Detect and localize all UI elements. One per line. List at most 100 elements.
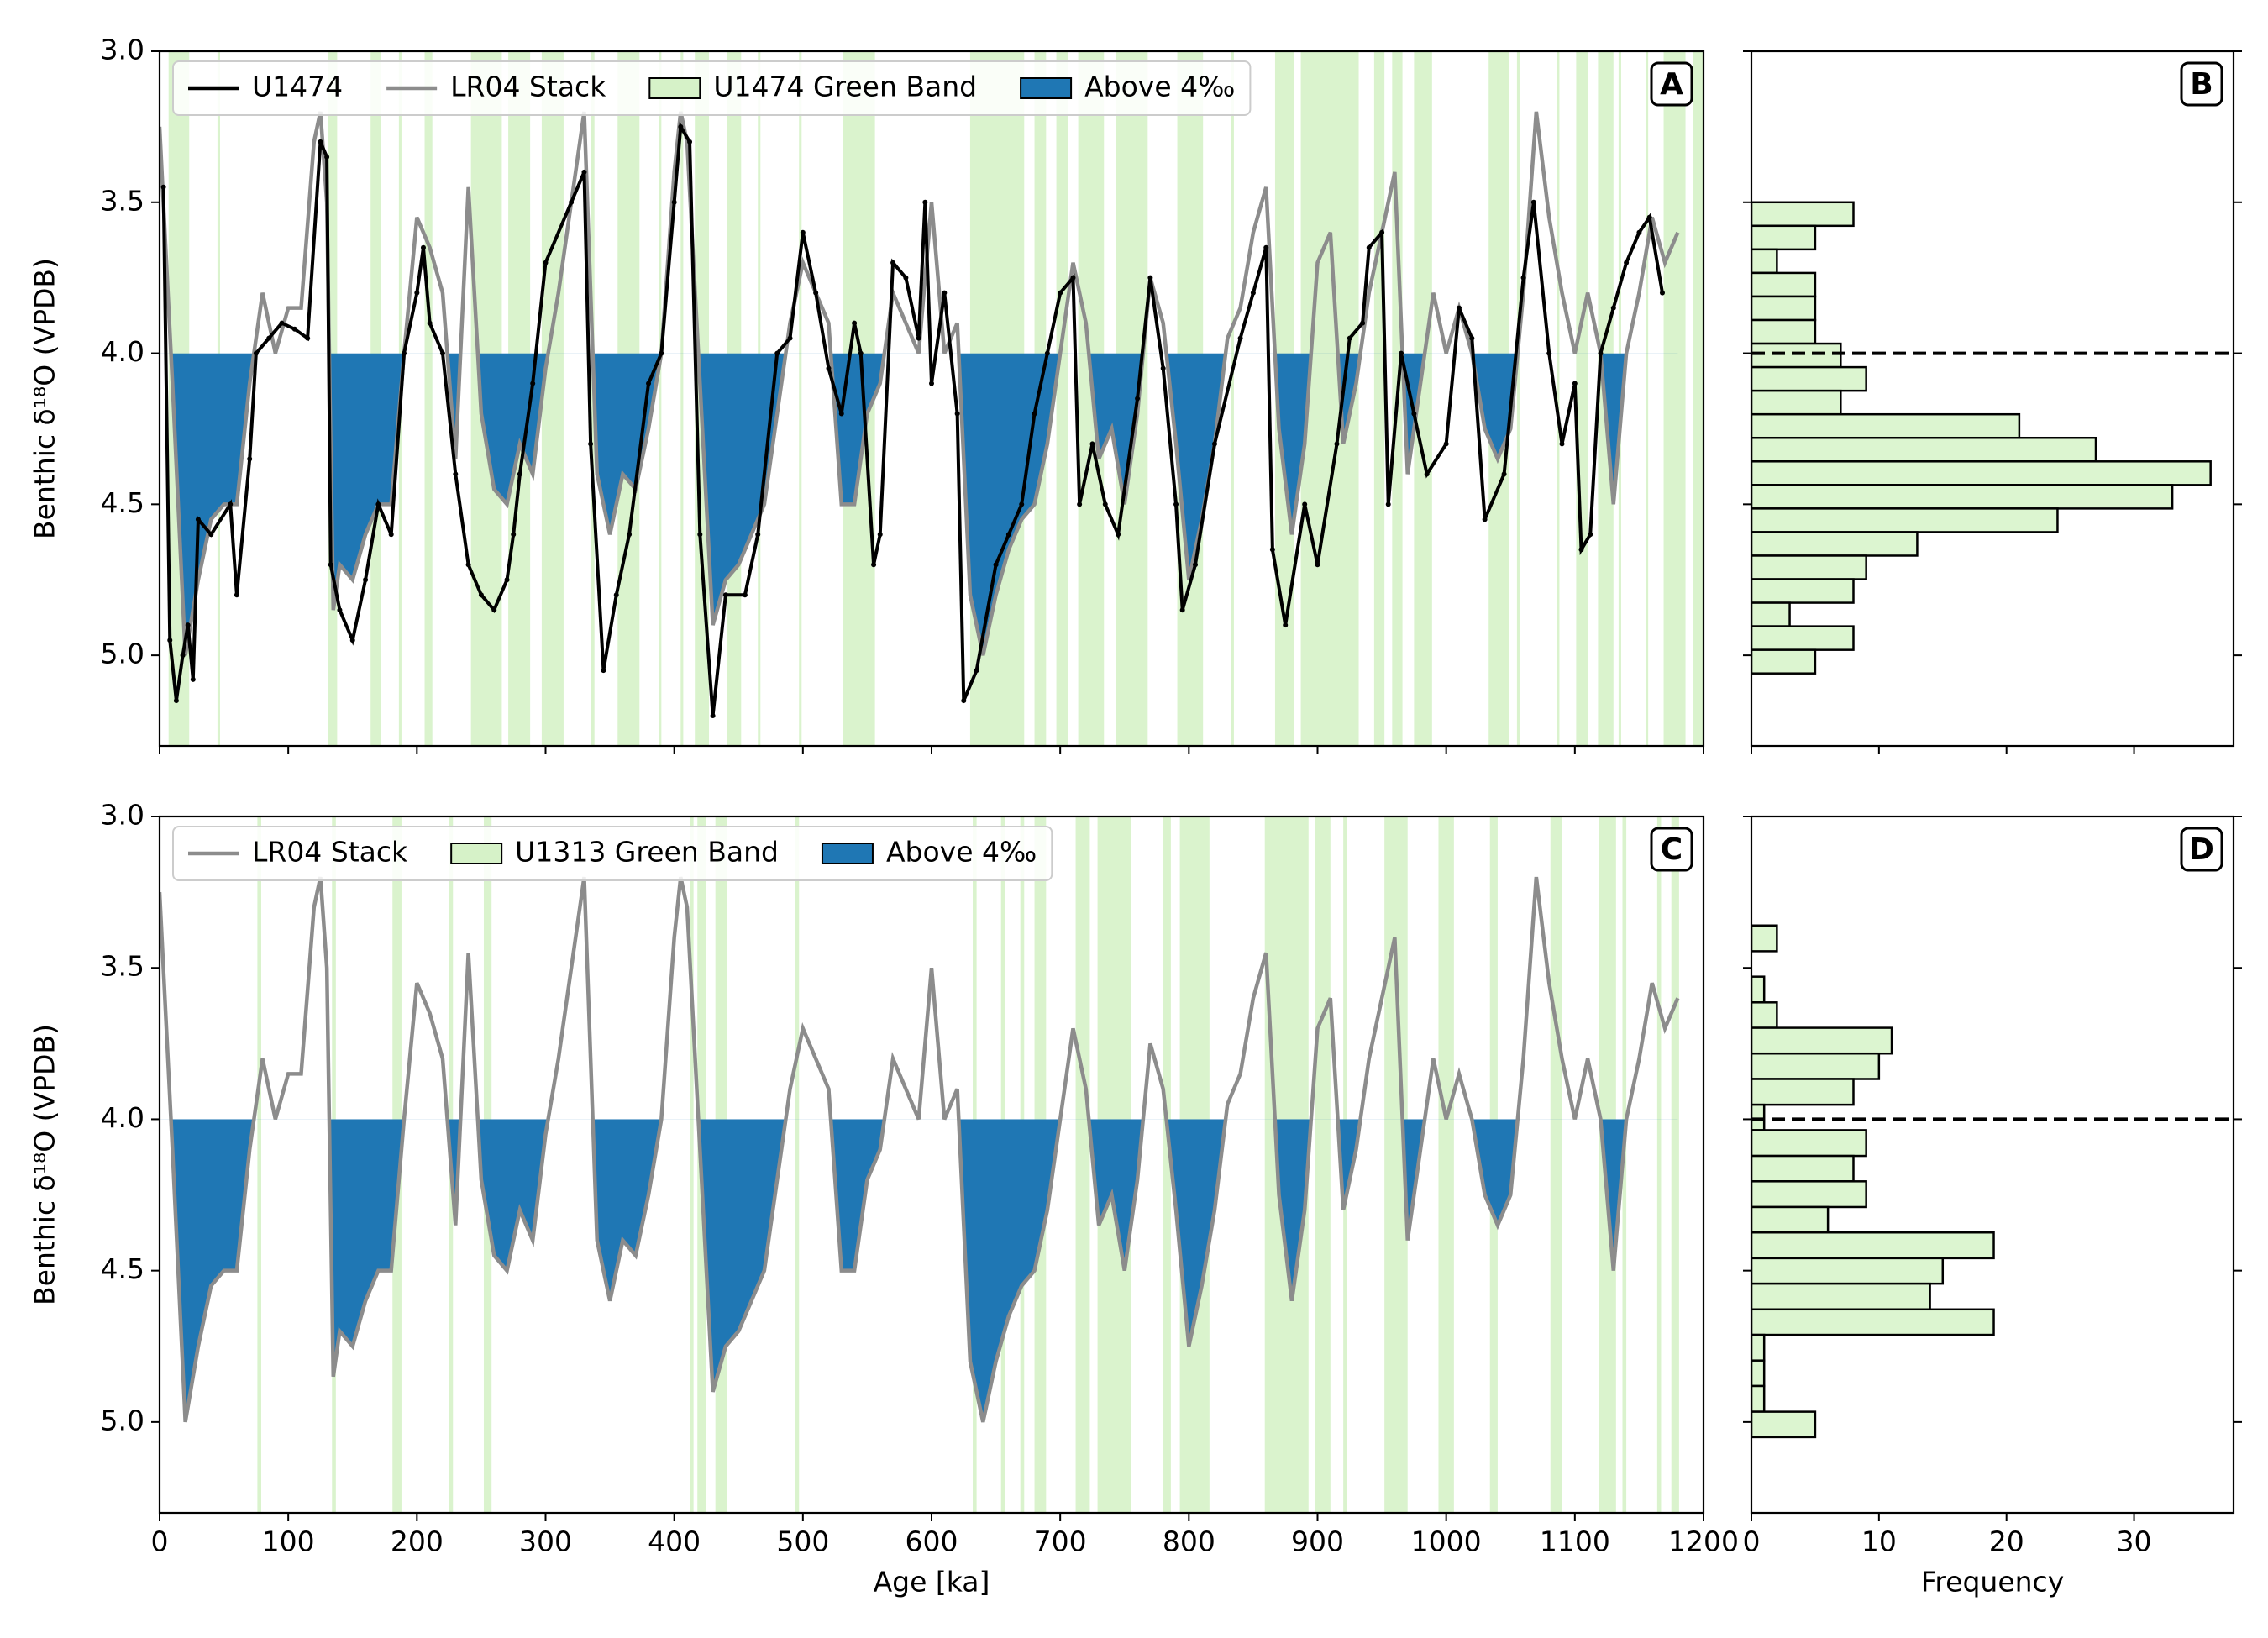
series-marker [742, 592, 748, 598]
y-tick-label: 3.0 [101, 799, 144, 832]
series-marker [1089, 441, 1095, 447]
y-tick-label: 4.5 [101, 486, 144, 519]
series-marker [173, 698, 179, 704]
series-marker [1588, 532, 1593, 538]
series-marker [185, 622, 191, 628]
x-tick-label: 30 [2117, 1525, 2152, 1558]
panel-label-box [2180, 61, 2223, 107]
series-marker [581, 169, 587, 175]
green-band [659, 51, 662, 746]
x-tick-label: 700 [1034, 1525, 1087, 1558]
histogram-bar [1751, 1026, 1893, 1055]
series-marker [1237, 335, 1243, 341]
green-band [1693, 51, 1704, 746]
series-marker [671, 199, 677, 205]
histogram-bar [1751, 1384, 1766, 1413]
x-tick-label: 0 [1743, 1525, 1761, 1558]
panel-label-box [2180, 827, 2223, 872]
series-marker [755, 532, 761, 538]
green-band [424, 51, 433, 746]
series-marker [1572, 381, 1578, 386]
series-marker [1646, 214, 1652, 220]
plot-area [1751, 201, 2234, 675]
series-marker [349, 638, 355, 643]
series-marker [318, 139, 323, 144]
series-marker [530, 381, 536, 386]
series-marker [871, 562, 877, 568]
x-tick-label: 100 [262, 1525, 315, 1558]
green-band [1414, 51, 1432, 746]
histogram-bar [1751, 924, 1778, 953]
histogram-bar [1751, 1231, 1995, 1260]
series-marker [852, 320, 858, 326]
series-marker [838, 411, 844, 417]
x-tick-label: 800 [1163, 1525, 1215, 1558]
legend-label: LR04 Stack [252, 836, 408, 869]
series-marker [1250, 290, 1256, 296]
y-axis-label: Benthic δ¹⁸O (VPDB) [29, 258, 61, 539]
series-marker [1366, 244, 1372, 250]
series-marker [922, 199, 928, 205]
series-marker [1347, 335, 1352, 341]
series-marker [1424, 471, 1430, 477]
series-marker [1411, 411, 1417, 417]
series-marker [195, 517, 201, 522]
series-marker [1379, 229, 1385, 235]
series-marker [337, 607, 343, 613]
histogram-bar [1751, 578, 1855, 604]
green-band [1646, 51, 1649, 746]
panel-label: A [1660, 67, 1683, 102]
x-tick-label: 300 [519, 1525, 572, 1558]
series-marker [1360, 320, 1366, 326]
series-marker [697, 532, 703, 538]
x-tick-label: 900 [1291, 1525, 1344, 1558]
legend: LR04 Stack U1313 Green Band Above 4‰ [172, 826, 1053, 881]
x-tick-label: 20 [1989, 1525, 2024, 1558]
histogram-bar [1751, 248, 1778, 275]
series-marker [1578, 547, 1584, 553]
series-marker [1058, 290, 1063, 296]
series-marker [1070, 275, 1076, 281]
histogram-bar [1751, 224, 1817, 251]
green-band [1656, 816, 1662, 1513]
series-marker [504, 577, 510, 583]
series-marker [1559, 441, 1565, 447]
histogram-bar [1751, 1078, 1855, 1106]
series-marker [167, 638, 173, 643]
legend-label: Above 4‰ [886, 836, 1037, 869]
series-marker [1019, 501, 1025, 507]
series-marker [491, 607, 497, 613]
legend-label: Above 4‰ [1084, 71, 1235, 103]
series-marker [1263, 244, 1269, 250]
series-marker [388, 532, 394, 538]
series-marker [1399, 350, 1404, 356]
series-marker [1334, 441, 1340, 447]
histogram-bar [1751, 1333, 1766, 1362]
histogram-bar [1751, 1129, 1867, 1158]
series-marker [208, 532, 214, 538]
green-band [1516, 51, 1520, 746]
series-marker [266, 335, 272, 341]
series-marker [1116, 532, 1121, 538]
series-marker [1192, 562, 1198, 568]
series-line [160, 876, 1680, 1423]
green-band [1671, 816, 1679, 1513]
x-tick-label: 1200 [1668, 1525, 1739, 1558]
series-marker [1456, 305, 1462, 311]
green-band [1163, 816, 1171, 1513]
y-tick-label: 5.0 [101, 638, 144, 670]
series-marker [1469, 335, 1475, 341]
y-tick-label: 3.0 [101, 34, 144, 66]
series-marker [1211, 441, 1217, 447]
legend-label: LR04 Stack [450, 71, 606, 103]
x-axis-label: Frequency [1921, 1566, 2064, 1599]
plot-area [1751, 924, 2234, 1439]
x-tick-label: 400 [648, 1525, 701, 1558]
series-marker [228, 501, 234, 507]
series-marker [858, 350, 864, 356]
series-marker [439, 350, 445, 356]
histogram-bar [1751, 460, 2212, 486]
x-axis-label: Age [ka] [874, 1566, 990, 1599]
series-marker [903, 275, 909, 281]
series-marker [722, 592, 728, 598]
